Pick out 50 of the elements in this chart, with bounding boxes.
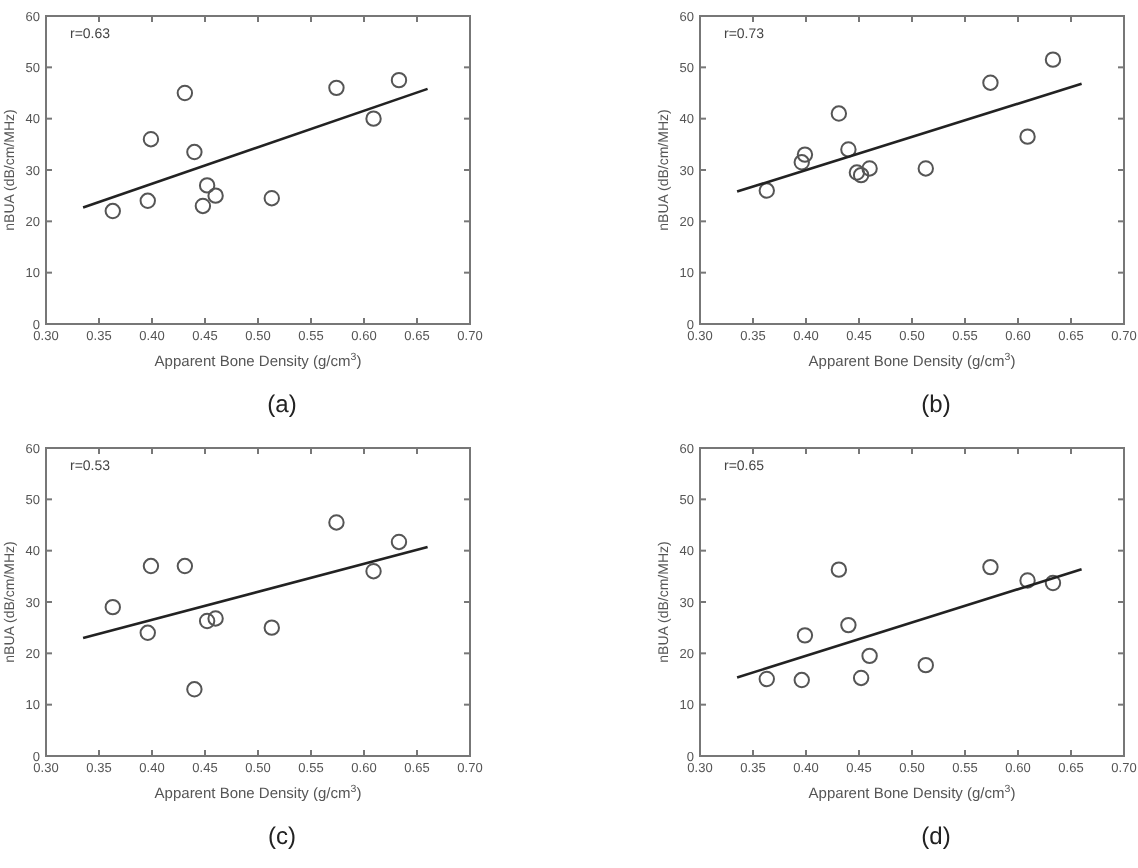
point: [139, 192, 156, 209]
point: [917, 160, 934, 177]
point: [104, 598, 121, 616]
point: [917, 656, 934, 674]
point: [861, 647, 878, 665]
point: [365, 563, 382, 580]
point: [328, 514, 345, 531]
text: (a): [267, 390, 297, 418]
point: [198, 612, 216, 630]
point: [840, 141, 857, 158]
point: [796, 146, 814, 163]
point: [139, 624, 156, 641]
point: [848, 164, 866, 181]
point: [830, 561, 848, 578]
point: [852, 166, 870, 184]
point: [982, 74, 999, 91]
point: [852, 669, 870, 687]
point: [390, 533, 408, 551]
point: [142, 557, 160, 575]
point: [176, 557, 194, 575]
point: [263, 190, 280, 207]
point: [758, 182, 775, 199]
point: [830, 105, 848, 122]
point: [390, 71, 408, 89]
point: [1019, 128, 1036, 145]
point: [328, 79, 345, 97]
point: [198, 177, 216, 194]
point: [142, 131, 160, 148]
point: [793, 671, 810, 689]
point: [796, 627, 814, 644]
point: [176, 84, 194, 102]
point: [207, 610, 224, 627]
point: [758, 670, 775, 688]
point: [365, 110, 382, 127]
point: [194, 197, 212, 215]
point: [840, 616, 857, 634]
point: [263, 619, 280, 636]
point: [1044, 51, 1062, 68]
text: (b): [921, 390, 951, 418]
point: [861, 160, 878, 177]
text: (c): [268, 822, 296, 850]
point: [1019, 572, 1036, 589]
point: [186, 681, 203, 698]
point: [207, 187, 224, 204]
point: [793, 154, 810, 171]
point: [186, 143, 203, 161]
point: [982, 558, 999, 576]
point: [104, 202, 121, 220]
point: [1044, 574, 1062, 592]
text: (d): [921, 822, 951, 850]
